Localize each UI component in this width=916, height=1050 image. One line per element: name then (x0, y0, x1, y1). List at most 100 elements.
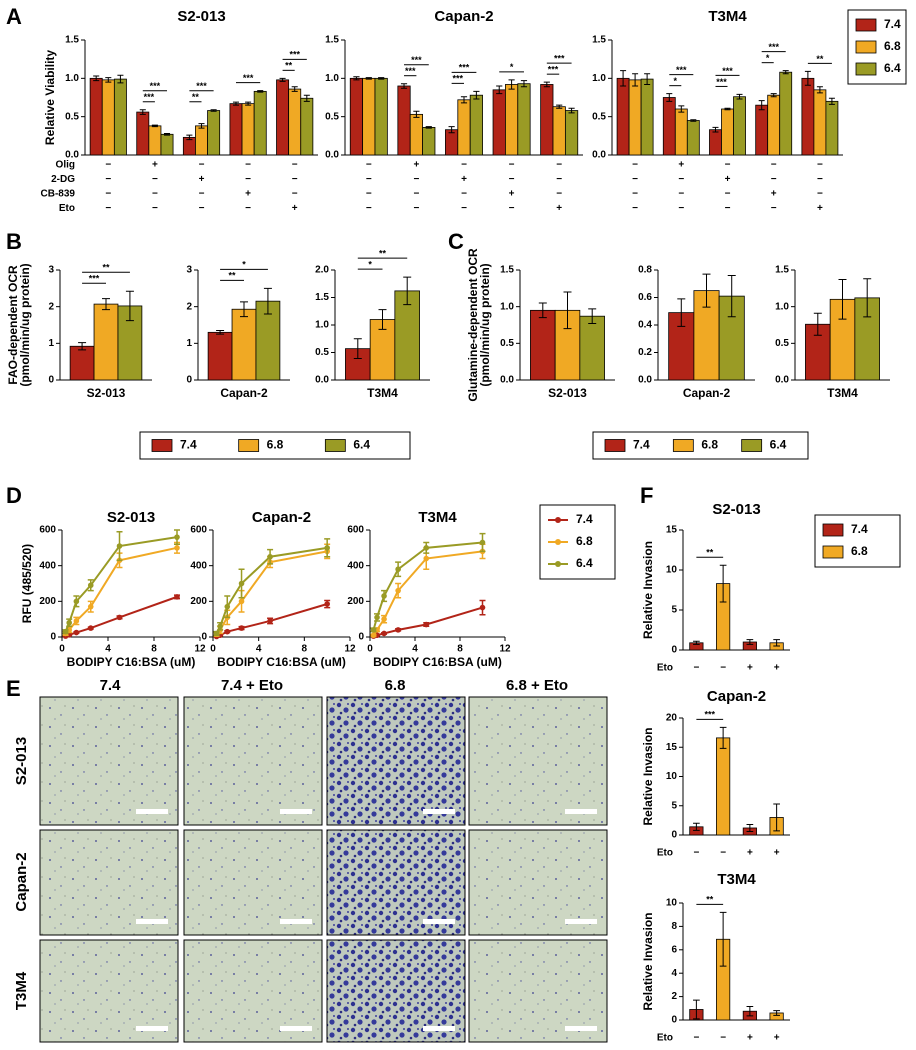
treatment-sign: − (771, 174, 777, 185)
error-bar (773, 803, 780, 832)
bar (113, 78, 127, 156)
error-bar (813, 312, 822, 336)
x-tick-label: 8 (151, 644, 157, 655)
bar (801, 77, 815, 156)
error-bar (724, 107, 731, 111)
y-tick-label: 0.0 (65, 150, 79, 161)
legend-swatch (604, 439, 626, 452)
legend-label: 7.4 (851, 522, 868, 536)
significance-label: *** (243, 73, 254, 83)
chart-title: T3M4 (418, 509, 457, 526)
data-point (423, 555, 430, 562)
data-point (423, 621, 430, 628)
significance-label: ** (229, 271, 237, 281)
data-point (423, 545, 430, 551)
treatment-sign: − (461, 203, 467, 214)
data-point (395, 566, 401, 573)
treatment-sign: − (632, 160, 638, 171)
legend-swatch (822, 523, 844, 537)
treatment-sign: − (771, 160, 777, 171)
treatment-sign: + (509, 189, 515, 200)
treatment-name: Eto (59, 203, 75, 214)
error-bar (117, 74, 124, 84)
y-tick-label: 15 (666, 742, 678, 753)
legend-swatch (238, 439, 260, 452)
y-tick-label: 400 (190, 560, 207, 571)
panel-label: D (6, 483, 22, 508)
error-bar (460, 96, 468, 104)
y-tick-label: 1.5 (325, 35, 339, 46)
y-tick-label: 1.5 (65, 35, 79, 46)
treatment-sign: + (292, 203, 298, 214)
error-bar (151, 124, 158, 128)
treatment-sign: + (725, 174, 731, 185)
y-tick-label: 1.0 (592, 73, 606, 84)
scale-bar (136, 809, 168, 814)
bar (755, 104, 769, 156)
error-bar (666, 93, 673, 102)
y-tick-label: 1.0 (500, 301, 514, 312)
data-point (395, 587, 401, 594)
data-point (174, 545, 180, 551)
error-bar (403, 276, 412, 306)
treatment-sign: + (774, 663, 780, 674)
x-axis-label: BODIPY C16:BSA (uM) (373, 655, 502, 669)
bar (733, 96, 746, 156)
significance-label: ** (379, 249, 387, 259)
y-tick-label: 20 (666, 713, 678, 724)
y-tick-label: 1.0 (315, 320, 329, 331)
bar (640, 78, 654, 156)
y-tick-label: 3 (186, 265, 192, 276)
y-tick-label: 1.0 (325, 73, 339, 84)
y-tick-label: 0.8 (638, 265, 652, 276)
y-tick-label: 0.4 (638, 320, 652, 331)
significance-label: *** (196, 81, 207, 91)
treatment-sign: − (678, 174, 684, 185)
y-axis-label: Glutamine-dependent OCR (466, 248, 480, 402)
data-point (395, 627, 401, 633)
data-point (238, 580, 245, 587)
bar (716, 737, 731, 836)
treatment-sign: − (461, 189, 467, 200)
row-header: Capan-2 (13, 852, 30, 911)
data-point (66, 619, 72, 626)
x-tick-label: Capan-2 (220, 386, 268, 400)
scale-bar (136, 1026, 168, 1031)
bar (505, 84, 519, 156)
significance-label: *** (554, 54, 565, 64)
scale-bar (136, 919, 168, 924)
data-point (381, 593, 387, 599)
legend-swatch (555, 517, 561, 523)
y-tick-label: 0.5 (325, 111, 339, 122)
panel-label: E (6, 676, 21, 701)
y-tick-label: 600 (39, 525, 56, 536)
error-bar (210, 109, 217, 112)
y-tick-label: 1.5 (592, 35, 606, 46)
legend-label: 6.8 (701, 438, 718, 452)
treatment-name: CB-839 (41, 189, 76, 200)
y-axis-label: Relative Invasion (641, 727, 655, 825)
error-bar (746, 823, 754, 832)
treatment-sign: − (245, 160, 251, 171)
bar (492, 89, 506, 156)
treatment-sign: − (725, 189, 731, 200)
bar (616, 77, 630, 156)
treatment-sign: − (693, 848, 699, 859)
bar (241, 103, 255, 156)
treatment-sign: − (292, 174, 298, 185)
legend-label: 7.4 (633, 438, 650, 452)
y-tick-label: 1 (186, 338, 192, 349)
bar (231, 308, 257, 381)
chart-title: S2-013 (107, 509, 155, 526)
treatment-sign: − (152, 174, 158, 185)
bar (457, 99, 471, 156)
bar (564, 110, 579, 156)
treatment-sign: − (556, 174, 562, 185)
bar (686, 120, 700, 156)
data-point (116, 543, 123, 549)
y-axis-label: RFU (485/520) (20, 544, 34, 623)
y-tick-label: 10 (666, 565, 678, 576)
legend (592, 431, 809, 460)
data-point (73, 629, 80, 636)
scale-bar (565, 1026, 597, 1031)
